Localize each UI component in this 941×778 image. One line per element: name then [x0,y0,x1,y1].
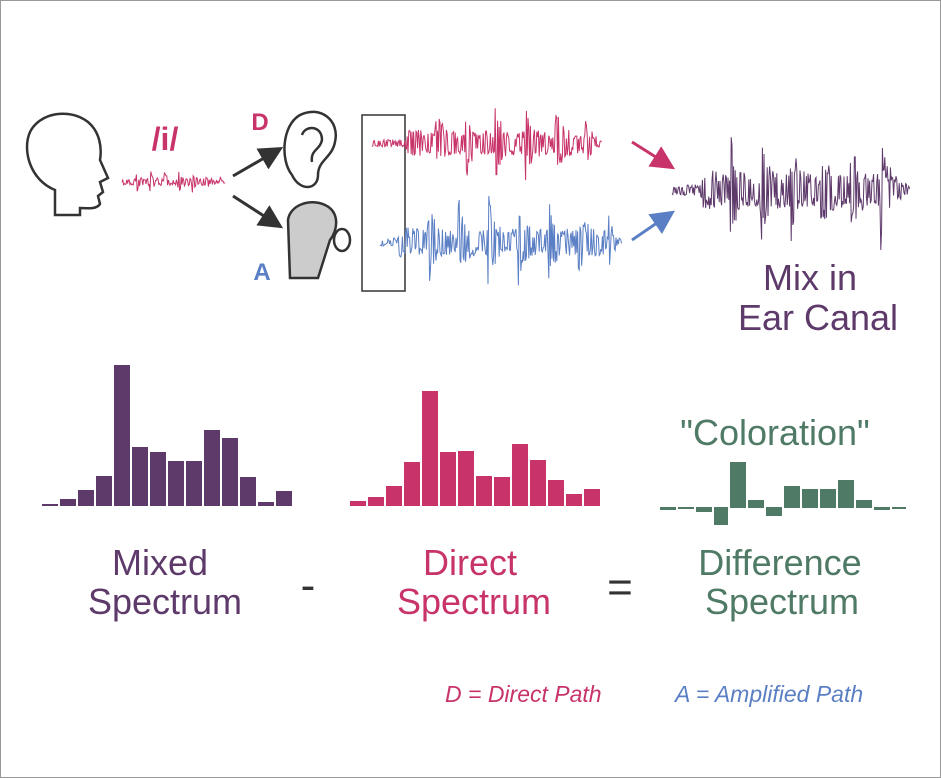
direct-label: D [251,109,268,136]
legend-direct: D = Direct Path [445,681,602,707]
amplified-label: A [253,259,270,286]
operator: - [301,561,316,610]
spectrum-label: Direct [423,542,517,583]
spectrum-label: Difference [698,542,861,583]
diagram: /i/ D A Mix in Ear Canal "Coloration" Mi… [0,0,941,778]
sound-label: /i/ [152,121,179,157]
spectrum-label: Spectrum [88,581,242,622]
spectrum-label: Spectrum [397,581,551,622]
operator: = [607,563,633,612]
frame [1,1,941,778]
spectrum-label: Spectrum [705,581,859,622]
mix-label: Ear Canal [738,297,898,338]
coloration-label: "Coloration" [680,412,870,453]
mix-label: Mix in [763,257,857,298]
spectrum-label: Mixed [112,542,208,583]
legend-amplified: A = Amplified Path [673,681,863,707]
